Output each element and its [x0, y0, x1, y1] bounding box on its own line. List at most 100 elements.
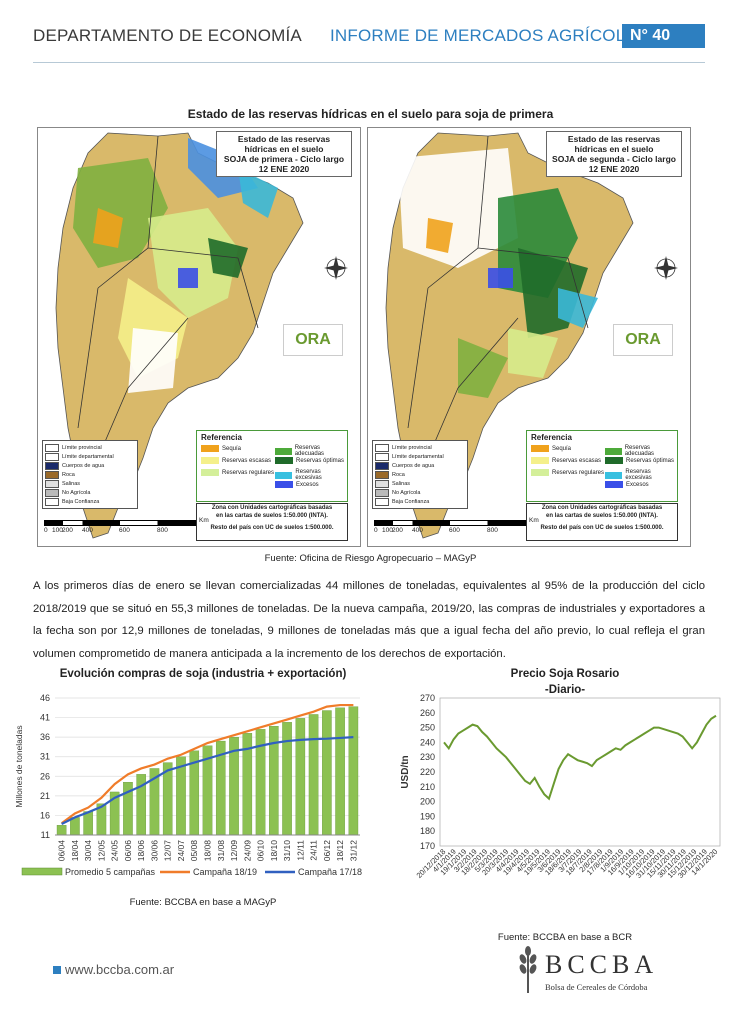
x-tick-label: 24/07 — [176, 840, 186, 862]
reference-swatch — [531, 457, 549, 464]
wheat-logo-icon — [519, 946, 537, 993]
map-title-line-1: hídricas en el suelo — [574, 144, 654, 154]
legend-swatch — [375, 488, 389, 497]
map-region-3 — [238, 168, 278, 218]
reference-label: Reservas excesivas — [625, 469, 652, 481]
reference-item: Reservas regulares — [531, 469, 604, 476]
y-tick-label: 260 — [420, 708, 435, 718]
legend-left-item: Salinas — [45, 479, 135, 488]
map-title-line-3: 12 ENE 2020 — [258, 164, 310, 174]
price-chart: 170180190200210220230240250260270USD/tn2… — [400, 693, 721, 880]
plot-frame — [439, 697, 721, 847]
y-tick-label: 210 — [420, 782, 435, 792]
legend-swatch — [375, 443, 389, 452]
bar-promedio — [56, 825, 67, 836]
scale-tick-label: 0 — [374, 527, 378, 534]
scale-tick-label: 600 — [449, 527, 460, 534]
scale-tick-label: 400 — [412, 527, 423, 534]
x-tick-label: 12/11 — [295, 840, 305, 861]
purchases-chart-source: Fuente: BCCBA en base a MAGyP — [129, 897, 277, 908]
reference-swatch — [605, 457, 623, 464]
y-tick-label: 16 — [40, 810, 50, 820]
map-region-5 — [208, 238, 248, 278]
legend-left-label: Baja Confianza — [62, 498, 100, 505]
x-tick-label: 12/07 — [163, 840, 173, 862]
legend-swatch — [45, 452, 59, 461]
x-tick-label: 12/05 — [96, 840, 106, 862]
reference-label: Reservas regulares — [222, 469, 275, 476]
price-chart-subtitle: -Diario- — [544, 684, 586, 696]
reference-label: Reservas escasas — [222, 457, 272, 464]
legend-left-label: No Agrícola — [62, 489, 91, 496]
reference-swatch — [531, 469, 549, 476]
map-title-line-2: SOJA de primera - Ciclo largo — [223, 154, 345, 164]
reference-label: Reservas regulares — [552, 469, 605, 476]
x-tick-label: 31/08 — [216, 840, 226, 862]
reference-swatch — [605, 471, 623, 479]
x-tick-label: 30/06 — [149, 840, 159, 862]
map-zone-note: Zona con Unidades cartográficas basadas e… — [196, 503, 348, 541]
map-reference-box: Referencia Sequía Reservas escasas Reservas… — [526, 430, 678, 502]
reference-swatch — [275, 471, 293, 479]
y-tick-label: 230 — [420, 752, 435, 762]
legend-label: Campaña 17/18 — [298, 867, 362, 877]
map-scale-bar: 0 100 200 400 600 800 Km — [374, 517, 544, 536]
legend-swatch — [45, 470, 59, 479]
scale-tick-label: 100 — [382, 527, 393, 534]
y-tick-label: 36 — [40, 732, 50, 742]
header-department: DEPARTAMENTO DE ECONOMÍA — [33, 26, 302, 45]
x-tick-label: 24/09 — [242, 840, 252, 862]
y-tick-label: 21 — [40, 791, 50, 801]
scale-tick-label: 100 — [52, 527, 63, 534]
legend-left-item: Roca — [375, 470, 465, 479]
reference-item: Reservas escasas — [531, 457, 601, 464]
x-tick-label: 31/10 — [282, 840, 292, 862]
x-tick-label: 06/06 — [123, 840, 133, 862]
x-tick-label: 30/04 — [83, 840, 93, 862]
legend-swatch — [375, 497, 389, 506]
line-campana-18-19 — [60, 703, 354, 825]
scale-tick-label: 400 — [82, 527, 93, 534]
legend-left-label: Límite provincial — [392, 444, 432, 451]
legend-left-item: Cuerpos de agua — [45, 461, 135, 470]
legend-left-item: Salinas — [375, 479, 465, 488]
legend-left-label: Cuerpos de agua — [392, 462, 435, 469]
reference-item: Reservas óptimas — [605, 457, 674, 464]
scale-ticks: 0 100 200 400 600 800 — [374, 526, 544, 536]
y-tick-label: 46 — [40, 693, 50, 703]
legend-left-label: Cuerpos de agua — [62, 462, 105, 469]
bar-promedio — [282, 722, 292, 836]
reference-item: Sequía — [201, 445, 241, 452]
reference-item: Reservas excesivas — [605, 469, 677, 481]
legend-left-label: Salinas — [62, 480, 81, 487]
line-campana-17-18 — [61, 736, 354, 826]
legend-left-item: Cuerpos de agua — [375, 461, 465, 470]
zone-note-line: Zona con Unidades cartográficas basadas — [211, 505, 333, 511]
reference-swatch — [201, 445, 219, 452]
website-link[interactable]: www.bccba.com.ar — [65, 962, 175, 977]
x-tick-label: 06/10 — [256, 840, 266, 862]
water-reserves-map-second-soy: Estado de las reservas hídricas en el sue… — [367, 127, 691, 547]
legend-left-item: Límite provincial — [45, 443, 135, 452]
x-tick-label: 18/04 — [70, 840, 80, 862]
legend-left-label: Salinas — [392, 480, 411, 487]
legend-left-item: Baja Confianza — [45, 497, 135, 506]
reference-label: Reservas óptimas — [296, 457, 345, 464]
x-tick-label: 06/04 — [57, 840, 67, 862]
legend-swatch — [45, 497, 59, 506]
zone-note-line: Resto del país con UC de suelos 1:500.00… — [540, 525, 664, 531]
y-tick-label: 220 — [420, 767, 435, 777]
y-tick-label: 26 — [40, 771, 50, 781]
legend-label: Promedio 5 campañas — [65, 867, 156, 877]
map-region-7 — [458, 338, 508, 398]
legend-left-label: No Agrícola — [392, 489, 421, 496]
reference-label: Sequía — [552, 445, 572, 452]
map-title-line-0: Estado de las reservas — [567, 134, 661, 144]
scale-unit: Km — [199, 517, 209, 524]
reference-item: Reservas excesivas — [275, 469, 347, 481]
map-province-borders — [407, 135, 589, 459]
ora-logo: ORA — [613, 324, 673, 356]
scale-tick-label: 800 — [487, 527, 498, 534]
scale-tick-label: 800 — [157, 527, 168, 534]
price-line — [443, 714, 717, 801]
